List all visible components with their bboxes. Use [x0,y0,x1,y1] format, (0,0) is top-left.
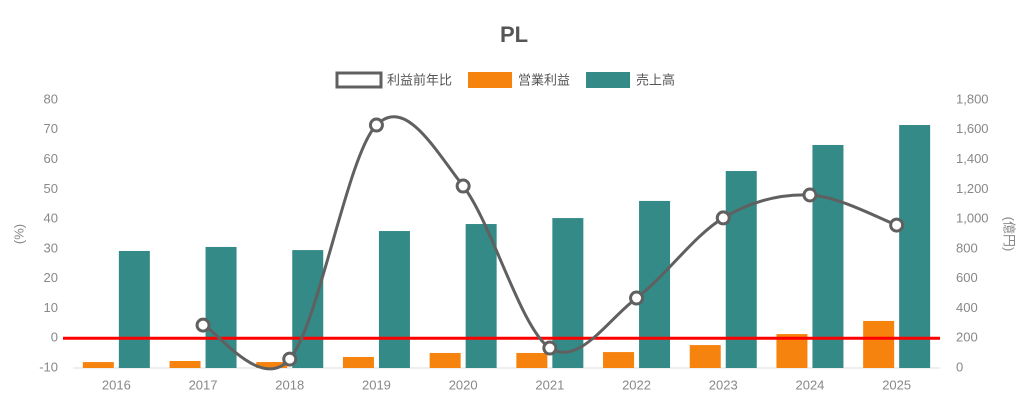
y2-axis-label: (億円) [1002,217,1017,252]
y2-tick-label: 1,000 [956,211,989,226]
x-tick-label: 2022 [622,377,651,392]
bar [378,231,410,368]
legend-swatch [586,72,631,88]
y-tick-label: 0 [51,330,58,345]
bar [552,218,584,368]
line-point [282,351,298,367]
x-tick-label: 2020 [449,377,478,392]
bar [639,200,671,368]
y-tick-label: 30 [44,240,58,255]
y-tick-label: 50 [44,181,58,196]
bar [342,356,374,368]
bar [863,320,895,368]
y-axis-label: (%) [11,224,26,244]
y2-tick-label: 1,400 [956,151,989,166]
line-point [368,117,384,133]
y2-tick-label: 0 [956,359,963,374]
bar [169,361,201,368]
x-tick-label: 2018 [275,377,304,392]
legend-swatch [335,71,383,89]
bar [429,352,461,368]
y2-tick-label: 800 [956,240,978,255]
legend-label: 営業利益 [518,72,570,87]
y2-tick-label: 400 [956,300,978,315]
x-tick-label: 2019 [362,377,391,392]
legend-label: 売上高 [636,72,675,87]
y-tick-label: -10 [39,359,58,374]
line-point [455,178,471,194]
line [202,115,898,371]
x-tick-label: 2017 [189,377,218,392]
legend-label: 利益前年比 [387,72,452,87]
line-point [195,317,211,333]
y-tick-label: 80 [44,91,58,106]
bar [899,125,931,368]
y2-tick-label: 1,200 [956,181,989,196]
bar [689,345,721,368]
bar [603,352,635,368]
line-point [542,340,558,356]
line-point [802,187,818,203]
bar [82,362,114,368]
bar [256,362,288,368]
y-tick-label: 20 [44,270,58,285]
y-tick-label: 60 [44,151,58,166]
y-tick-label: 70 [44,121,58,136]
y-tick-label: 40 [44,211,58,226]
x-tick-label: 2023 [709,377,738,392]
x-tick-label: 2021 [535,377,564,392]
bar [812,144,844,368]
bar [118,250,150,368]
y-tick-label: 10 [44,300,58,315]
y2-tick-label: 1,800 [956,91,989,106]
bar [465,224,497,368]
line-point [629,290,645,306]
y2-tick-label: 200 [956,330,978,345]
x-tick-label: 2016 [102,377,131,392]
x-tick-label: 2024 [795,377,824,392]
line-point [889,217,905,233]
legend-swatch [468,72,513,88]
chart-title: PL [500,22,528,47]
x-tick-label: 2025 [882,377,911,392]
line-point [715,210,731,226]
y2-tick-label: 600 [956,270,978,285]
y2-tick-label: 1,600 [956,121,989,136]
bar [516,352,548,368]
